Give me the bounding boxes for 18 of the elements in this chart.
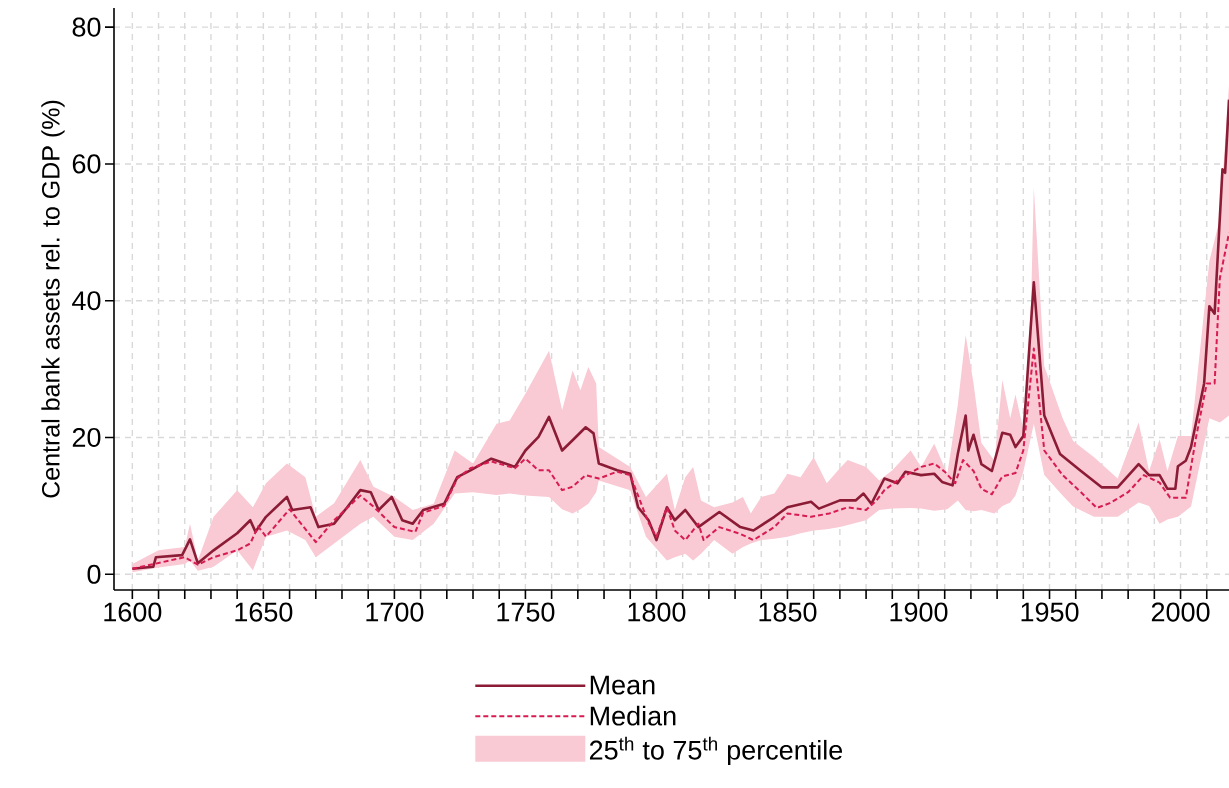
x-tick-label: 1850 <box>759 602 817 622</box>
y-tick-label: 20 <box>72 427 101 448</box>
x-tick-label: 1900 <box>890 602 948 622</box>
y-tick-label: 60 <box>72 154 101 174</box>
x-tick-label: 1750 <box>497 602 555 622</box>
y-axis-title: Central bank assets rel. to GDP (%) <box>41 100 65 498</box>
x-tick-label: 2000 <box>1151 602 1210 622</box>
legend-label: Median <box>590 705 676 726</box>
y-tick-label: 0 <box>87 564 101 584</box>
x-tick-label: 1650 <box>235 602 293 622</box>
legend-label: 25$^{th}$ to 75$^{th}$ percentile <box>589 736 843 766</box>
x-tick-label: 1700 <box>366 602 424 622</box>
legend-label: Mean <box>590 675 655 695</box>
x-tick-label: 1800 <box>628 602 686 622</box>
x-tick-label: 1600 <box>104 602 162 622</box>
x-tick-label: 1950 <box>1021 602 1079 622</box>
y-tick-label: 40 <box>72 291 101 311</box>
y-tick-label: 80 <box>72 17 101 37</box>
